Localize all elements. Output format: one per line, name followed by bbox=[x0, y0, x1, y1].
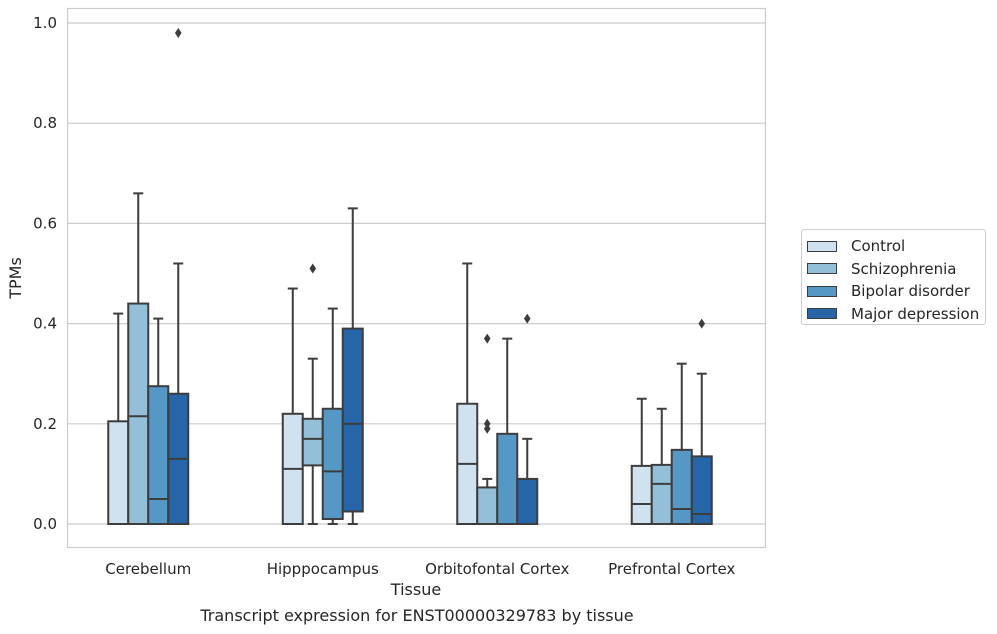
iqr-box bbox=[476, 486, 499, 525]
outlier-point bbox=[698, 318, 706, 329]
box bbox=[670, 362, 693, 525]
box bbox=[650, 407, 673, 525]
legend-label: Control bbox=[851, 237, 906, 256]
iqr-box bbox=[670, 448, 693, 525]
chart-caption: Transcript expression for ENST0000032978… bbox=[200, 606, 634, 625]
legend-item: Control bbox=[807, 235, 985, 258]
y-tick-label: 0.6 bbox=[33, 214, 57, 232]
legend: Control Schizophrenia Bipolar disorder Majo… bbox=[801, 229, 986, 325]
x-axis-label: Tissue bbox=[390, 580, 441, 599]
iqr-box bbox=[147, 385, 170, 525]
iqr-box bbox=[127, 302, 150, 525]
series-schizophrenia bbox=[127, 192, 673, 525]
x-tick-label: Cerebellum bbox=[105, 560, 191, 578]
iqr-box bbox=[516, 477, 539, 526]
box bbox=[341, 207, 364, 525]
iqr-box bbox=[107, 420, 130, 526]
box bbox=[127, 192, 150, 525]
box bbox=[147, 317, 170, 525]
y-tick-label: 0.0 bbox=[33, 515, 57, 533]
x-tick-label: Prefrontal Cortex bbox=[608, 560, 735, 578]
box bbox=[516, 313, 539, 526]
box bbox=[301, 263, 324, 525]
legend-item: Schizophrenia bbox=[807, 258, 985, 281]
legend-swatch bbox=[807, 308, 837, 320]
x-tick-label: Orbitofontal Cortex bbox=[425, 560, 569, 578]
box bbox=[456, 262, 479, 526]
y-tick-labels: 0.0 0.2 0.4 0.6 0.8 1.0 bbox=[33, 14, 57, 533]
iqr-box bbox=[690, 455, 713, 525]
legend-item: Major depression bbox=[807, 303, 985, 326]
legend-swatch bbox=[807, 240, 837, 252]
box bbox=[321, 307, 344, 525]
box bbox=[690, 318, 713, 525]
iqr-box bbox=[341, 327, 364, 513]
legend-swatch bbox=[807, 285, 837, 297]
outlier-point bbox=[483, 423, 491, 434]
legend-swatch bbox=[807, 263, 837, 275]
series-bipolar-disorder bbox=[147, 307, 693, 526]
series-control bbox=[107, 262, 653, 526]
box-series bbox=[107, 28, 713, 526]
x-tick-label: Hipppocampus bbox=[267, 560, 379, 578]
iqr-box bbox=[301, 417, 324, 467]
iqr-box bbox=[496, 432, 519, 526]
x-tick-labels: Cerebellum Hipppocampus Orbitofontal Corte… bbox=[105, 560, 735, 578]
box bbox=[281, 287, 304, 525]
legend-label: Bipolar disorder bbox=[851, 282, 970, 301]
box bbox=[476, 333, 499, 525]
outlier-point bbox=[483, 333, 491, 344]
legend-label: Major depression bbox=[851, 304, 980, 323]
y-tick-label: 1.0 bbox=[33, 14, 57, 32]
box bbox=[630, 397, 653, 526]
iqr-box bbox=[630, 464, 653, 526]
plot-frame bbox=[66, 7, 767, 549]
iqr-box bbox=[650, 463, 673, 525]
outlier-point bbox=[483, 418, 491, 429]
legend-label: Schizophrenia bbox=[851, 259, 957, 278]
box bbox=[167, 28, 190, 525]
y-axis-label: TPMs bbox=[6, 257, 25, 300]
outlier-point bbox=[174, 28, 182, 39]
outlier-point bbox=[523, 313, 531, 324]
box bbox=[496, 337, 519, 526]
outlier-point bbox=[309, 263, 317, 274]
legend-item: Bipolar disorder bbox=[807, 280, 985, 303]
series-major-depression bbox=[167, 28, 713, 526]
y-tick-label: 0.4 bbox=[33, 315, 57, 333]
iqr-box bbox=[321, 407, 344, 520]
y-tick-label: 0.2 bbox=[33, 415, 57, 433]
y-tick-label: 0.8 bbox=[33, 114, 57, 132]
box bbox=[107, 312, 130, 526]
